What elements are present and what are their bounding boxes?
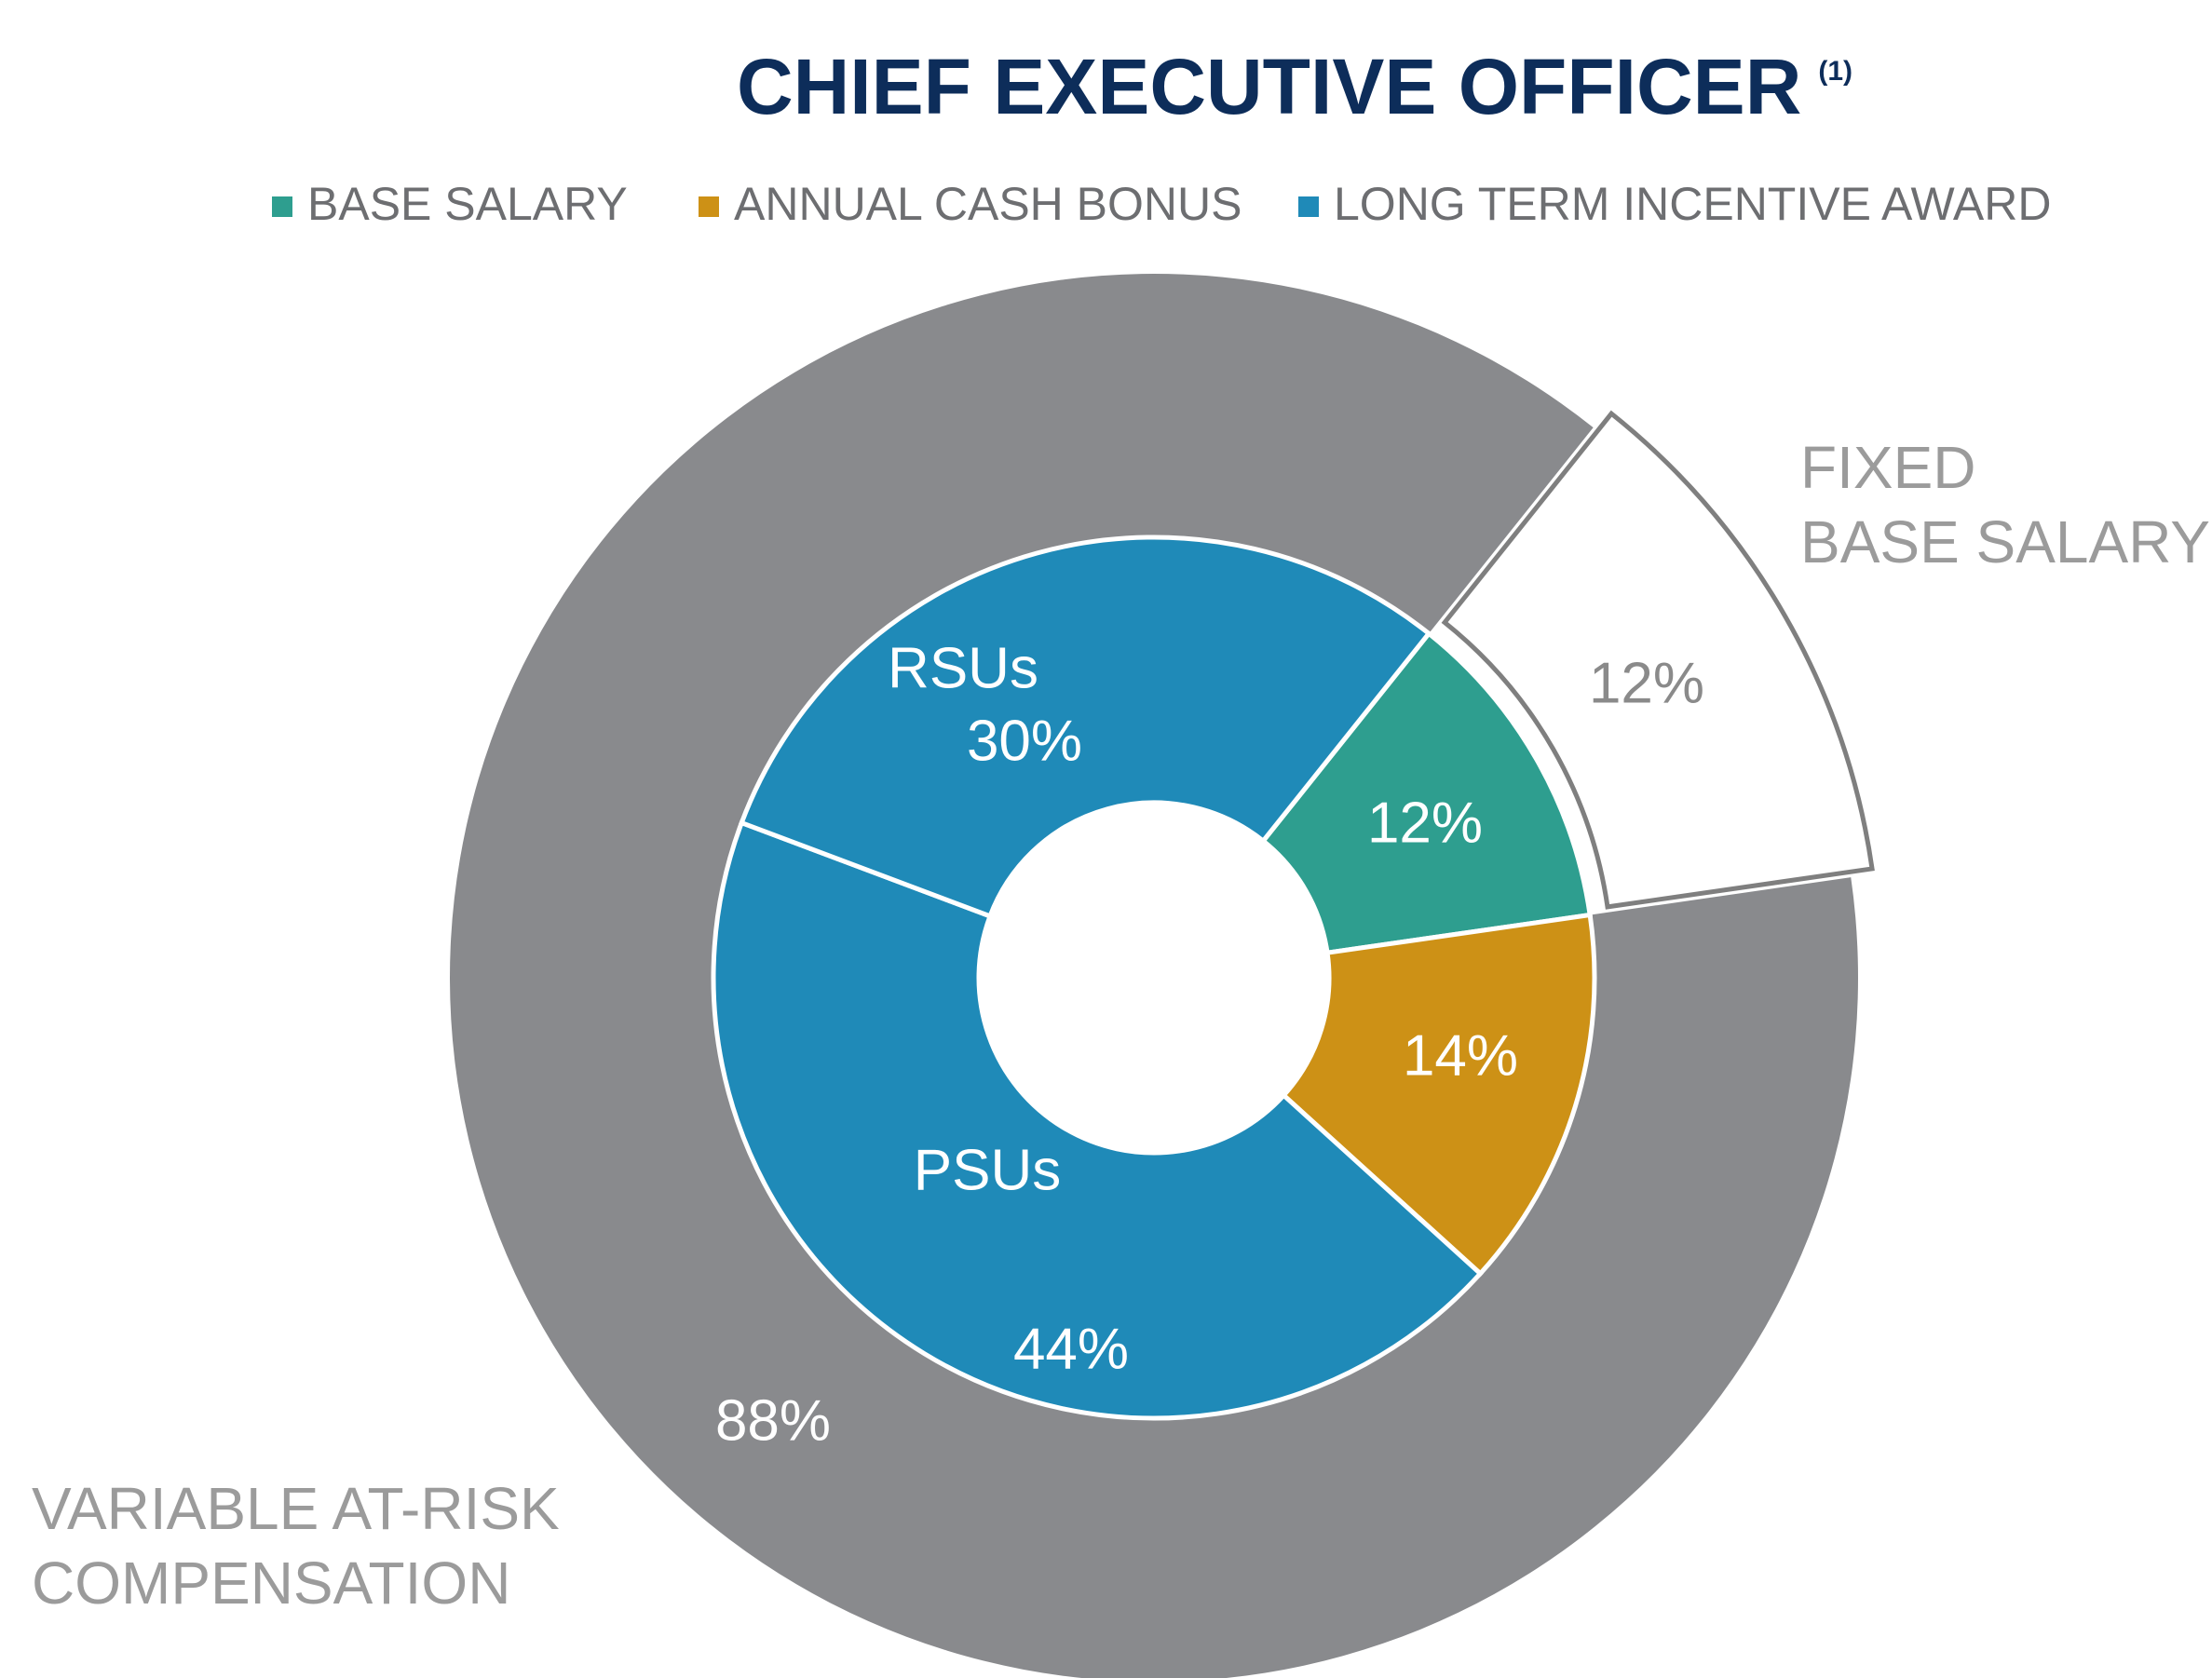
outer-category-label: BASE SALARY	[1800, 508, 2210, 575]
inner-value-label: 44%	[1013, 1317, 1129, 1381]
inner-category-label: PSUs	[914, 1138, 1061, 1202]
legend-swatch	[272, 196, 292, 217]
inner-value-label: 12%	[1367, 791, 1483, 855]
outer-value-label: 88%	[715, 1388, 831, 1453]
inner-slice	[739, 535, 1432, 920]
inner-slice	[1280, 912, 1597, 1278]
chart-title: CHIEF EXECUTIVE OFFICER (1)	[737, 43, 1852, 130]
inner-category-label: RSUs	[888, 636, 1038, 700]
legend-label: LONG TERM INCENTIVE AWARD	[1334, 178, 2051, 230]
legend-swatch	[699, 196, 719, 217]
inner-value-label: 30%	[967, 709, 1082, 773]
outer-category-label: VARIABLE AT-RISK	[32, 1475, 560, 1542]
outer-value-label: 12%	[1589, 651, 1704, 715]
legend-label: ANNUAL CASH BONUS	[734, 178, 1242, 230]
outer-category-label: FIXED	[1800, 434, 1975, 501]
title-text: CHIEF EXECUTIVE OFFICER	[737, 43, 1801, 130]
inner-slice	[1259, 629, 1593, 956]
outer-slice	[450, 274, 1858, 1678]
outer-slice	[1441, 410, 1875, 910]
title-note: (1)	[1818, 56, 1852, 87]
inner-slice	[711, 819, 1484, 1421]
inner-value-label: 14%	[1403, 1023, 1518, 1088]
legend-label: BASE SALARY	[307, 178, 628, 230]
legend-swatch	[1298, 196, 1319, 217]
outer-category-label: COMPENSATION	[32, 1549, 510, 1617]
